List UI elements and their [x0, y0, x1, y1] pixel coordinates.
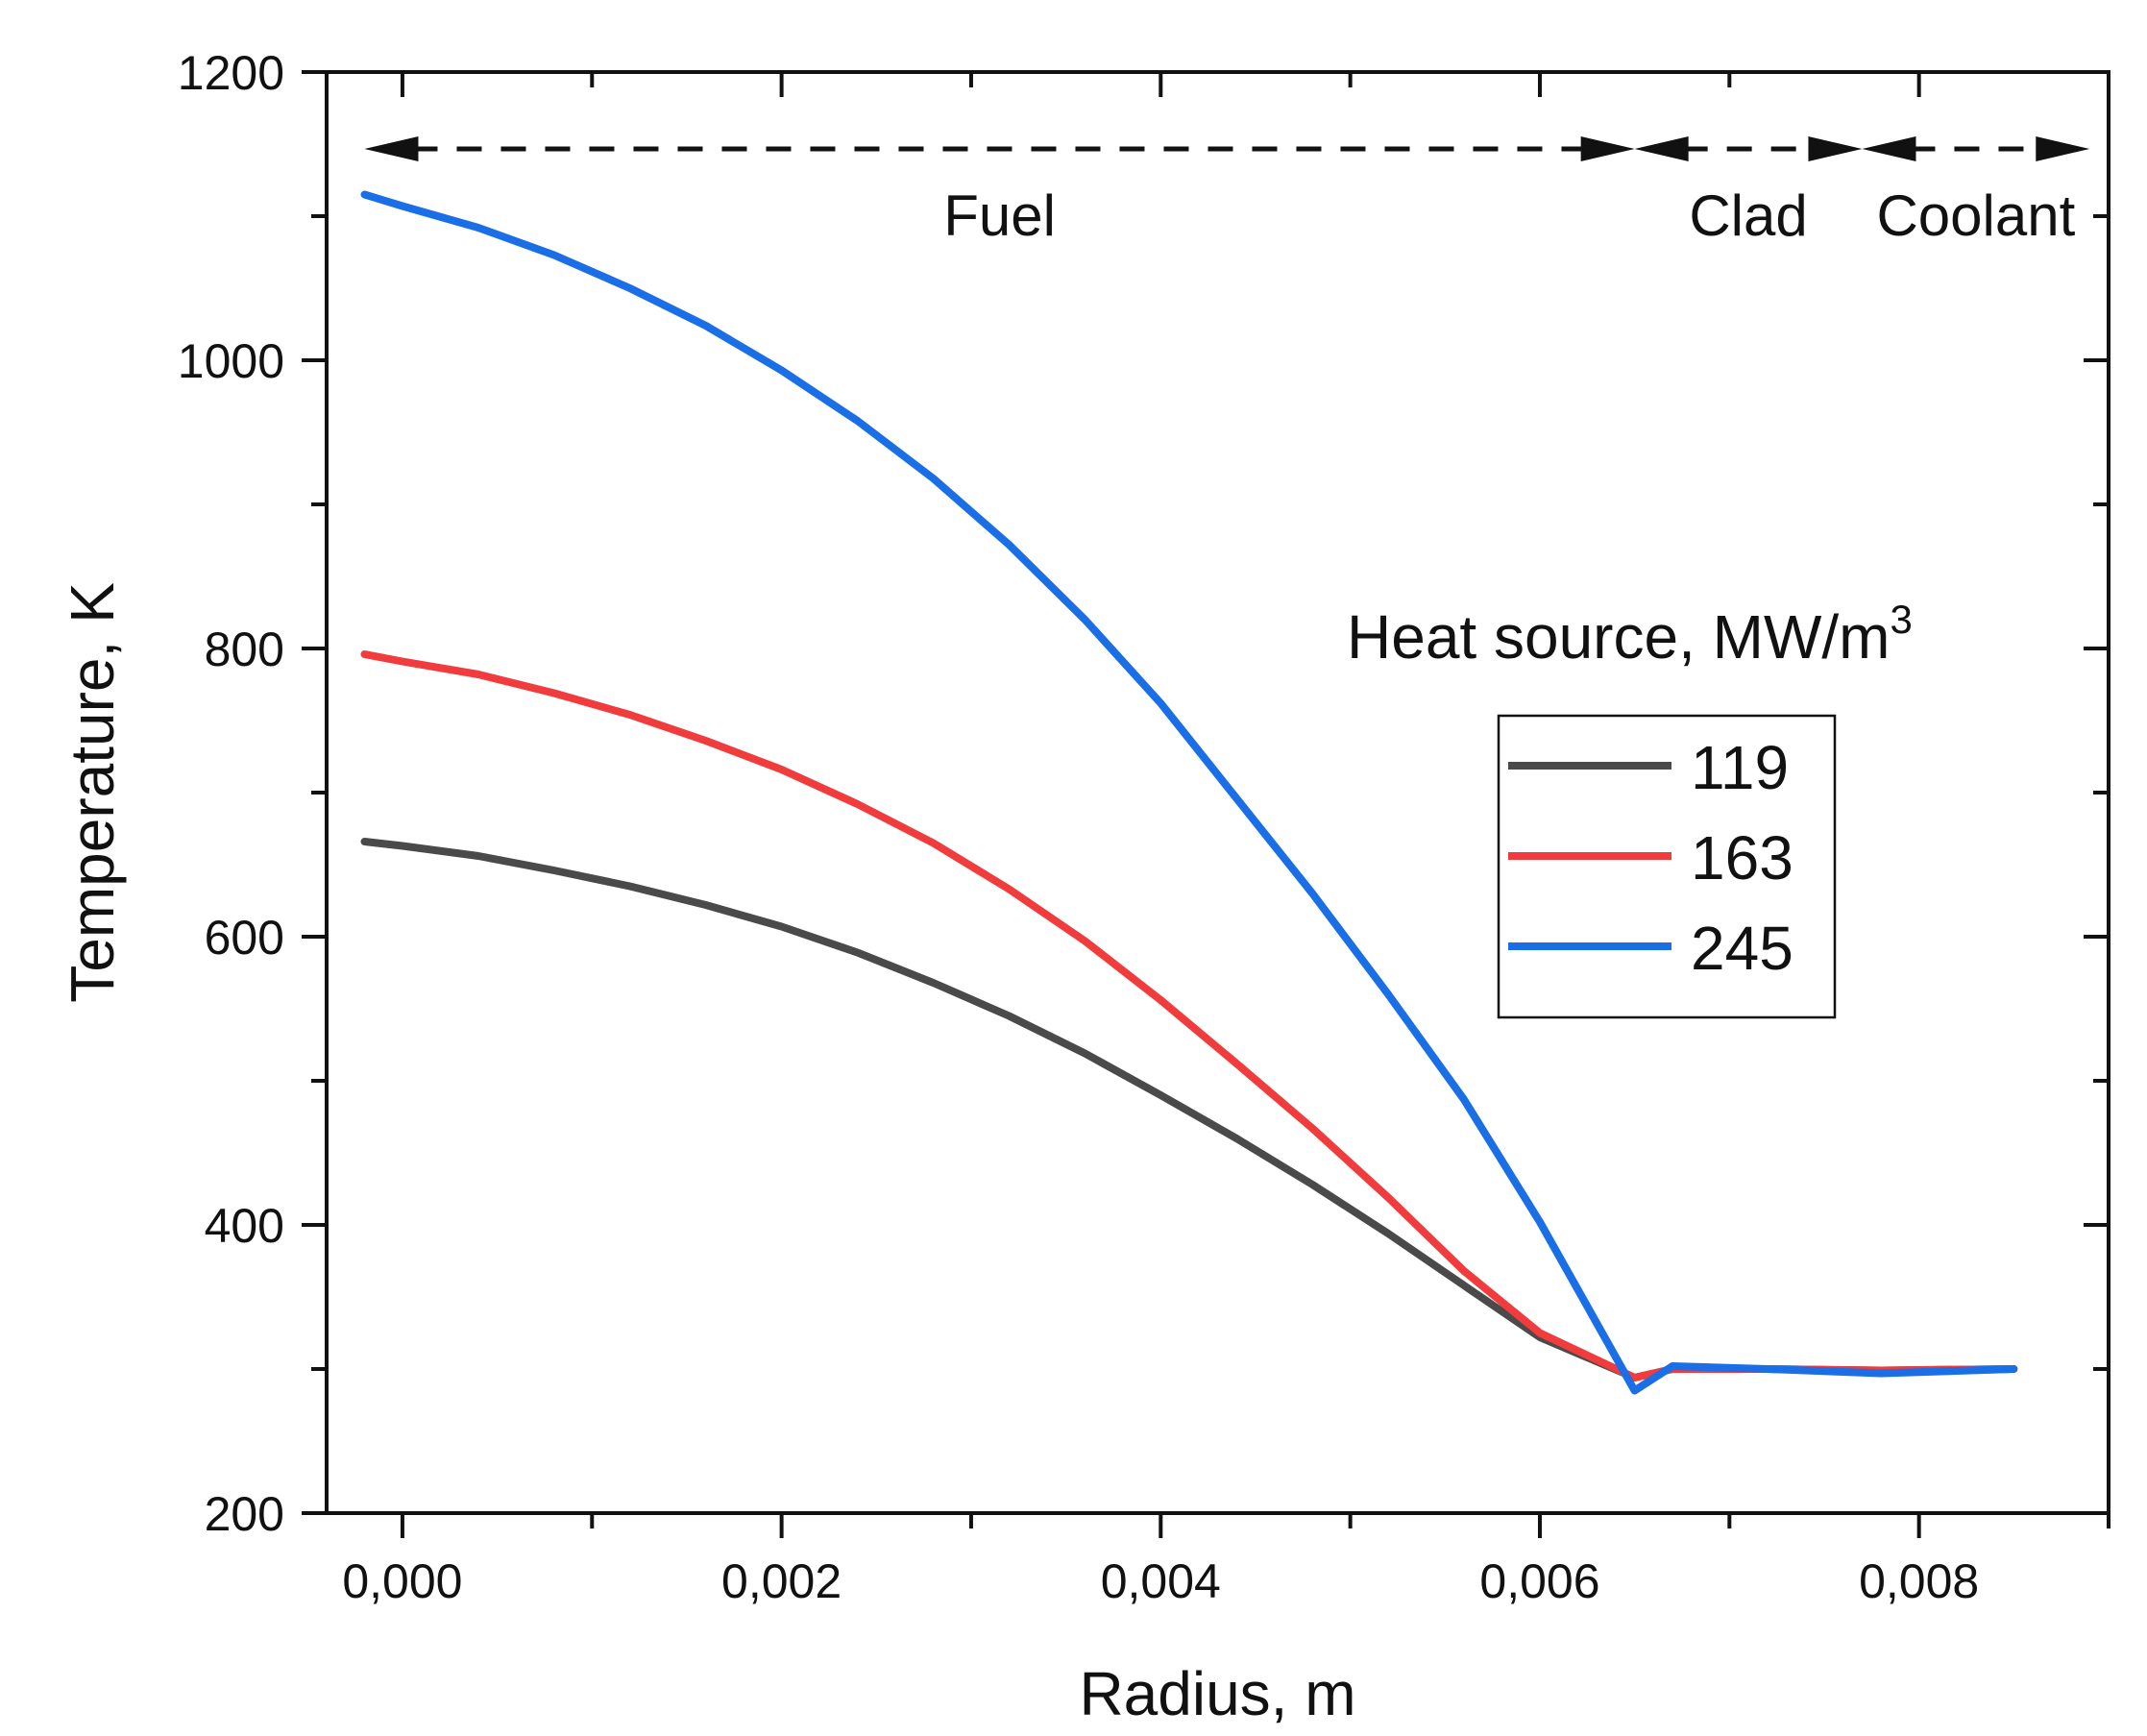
y-tick-label: 800	[205, 623, 284, 676]
y-axis: 200 400 600 800 1000 1200	[178, 46, 2109, 1541]
y-tick-label: 1000	[178, 334, 284, 388]
y-tick-label: 400	[205, 1199, 284, 1253]
series-lines	[360, 190, 2018, 1395]
region-arrow-head-left	[364, 136, 419, 161]
region-annotations: Fuel Clad Coolant	[364, 136, 2090, 248]
legend-label: 163	[1691, 823, 1793, 892]
region-label: Fuel	[943, 183, 1056, 248]
x-tick-label: 0,006	[1479, 1554, 1599, 1608]
plot-area-frame	[325, 70, 2110, 1515]
legend-label: 119	[1691, 733, 1789, 802]
x-tick-label: 0,004	[1101, 1554, 1221, 1608]
y-axis-title: Temperature, K	[58, 582, 127, 1003]
y-tick-label: 200	[205, 1487, 284, 1541]
region-label: Clad	[1689, 183, 1807, 248]
region-label: Coolant	[1876, 183, 2075, 248]
region-arrow-head-right	[1580, 136, 1635, 161]
legend-label: 245	[1691, 914, 1793, 983]
region-arrow-head-left	[1862, 136, 1916, 161]
legend-title: Heat source, MW/m3	[1347, 597, 1913, 672]
x-axis-title: Radius, m	[1079, 1659, 1355, 1728]
x-tick-label: 0,000	[342, 1554, 462, 1608]
region-arrow-head-right	[1808, 136, 1863, 161]
series-line-245	[360, 190, 2018, 1395]
region-arrow-head-right	[2036, 136, 2090, 161]
y-tick-label: 600	[205, 911, 284, 965]
region-arrow-head-left	[1634, 136, 1689, 161]
legend-title-main: Heat source, MW/m	[1347, 602, 1890, 672]
x-tick-label: 0,008	[1859, 1554, 1979, 1608]
series-line-163	[360, 650, 2018, 1381]
legend: 119 163 245	[1497, 714, 1837, 1019]
x-axis: 0,000 0,002 0,004 0,006 0,008	[342, 72, 2110, 1608]
legend-title-superscript: 3	[1890, 597, 1912, 642]
x-tick-label: 0,002	[721, 1554, 842, 1608]
y-tick-label: 1200	[178, 46, 284, 100]
